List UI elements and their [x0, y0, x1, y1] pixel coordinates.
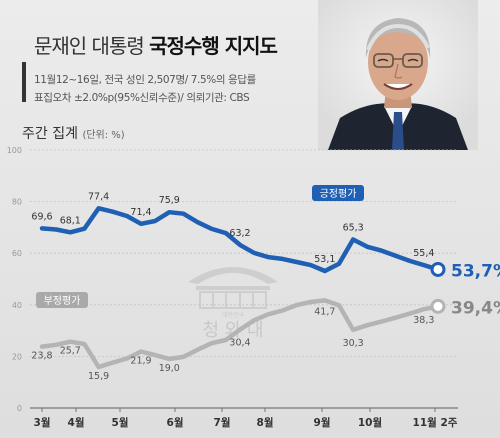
data-label: 75,9 — [159, 195, 180, 206]
watermark-text-1: 대한민국 — [222, 311, 245, 319]
data-label: 23,8 — [31, 351, 52, 362]
series-line-0 — [39, 206, 441, 274]
y-tick-label: 40 — [12, 301, 22, 310]
y-tick-label: 0 — [17, 404, 22, 413]
y-tick-label: 80 — [12, 198, 22, 207]
x-tick-label: 8월 — [257, 416, 274, 429]
chart-title: 문재인 대통령 국정수행 지지도 — [34, 30, 278, 59]
data-label: 77,4 — [88, 191, 109, 202]
series-name-badge — [36, 292, 88, 308]
y-tick-label: 100 — [7, 146, 22, 155]
x-tick-label: 11월 2주 — [413, 416, 458, 429]
title-divider — [22, 62, 26, 102]
y-tick-label: 60 — [12, 249, 22, 258]
data-label: 21,9 — [130, 355, 151, 366]
data-label: 15,9 — [88, 371, 109, 382]
survey-info-line2: 표집오차 ±2.0%p(95%신뢰수준)/ 의뢰기관: CBS — [34, 92, 250, 104]
x-tick-label: 3월 — [34, 416, 51, 429]
y-tick-label: 20 — [12, 352, 22, 361]
x-tick-label: 6월 — [167, 416, 184, 429]
survey-info-line1: 11월12~16일, 전국 성인 2,507명/ 7.5%의 응답률 — [34, 74, 256, 86]
x-tick-label: 5월 — [112, 416, 129, 429]
agg-unit: (단위: %) — [82, 130, 125, 141]
series-name-label: 긍정평가 — [320, 188, 357, 200]
aggregation-label: 주간 집계 (단위: %) — [22, 123, 125, 143]
series-line-1 — [39, 298, 441, 370]
data-label: 38,3 — [413, 315, 434, 326]
data-label: 53,1 — [314, 254, 335, 265]
data-label: 55,4 — [413, 248, 434, 259]
data-label: 19,0 — [159, 363, 180, 374]
title-approval: 국정수행 지지도 — [149, 34, 278, 58]
data-label: 65,3 — [343, 223, 364, 234]
data-label: 41,7 — [314, 306, 335, 317]
final-value-label: 39,4% — [451, 298, 500, 318]
final-point-marker — [430, 298, 446, 314]
series-name-label: 부정평가 — [44, 295, 81, 307]
x-tick-label: 7월 — [214, 416, 231, 429]
data-label: 69,6 — [31, 211, 52, 222]
data-label: 68,1 — [60, 215, 81, 226]
series-name-badge — [312, 185, 364, 201]
data-label: 25,7 — [60, 346, 81, 357]
data-label: 30,3 — [343, 338, 364, 349]
president-portrait — [318, 0, 478, 150]
data-label: 30,4 — [229, 338, 250, 349]
x-tick-label: 9월 — [314, 416, 331, 429]
x-tick-label: 4월 — [68, 416, 85, 429]
final-point-marker — [430, 261, 446, 277]
data-label: 71,4 — [130, 207, 151, 218]
final-value-label: 53,7% — [451, 261, 500, 281]
agg-title: 주간 집계 — [22, 126, 78, 142]
x-tick-label: 10월 — [358, 416, 382, 429]
title-president: 문재인 대통령 — [34, 34, 145, 58]
data-label: 63,2 — [229, 228, 250, 239]
